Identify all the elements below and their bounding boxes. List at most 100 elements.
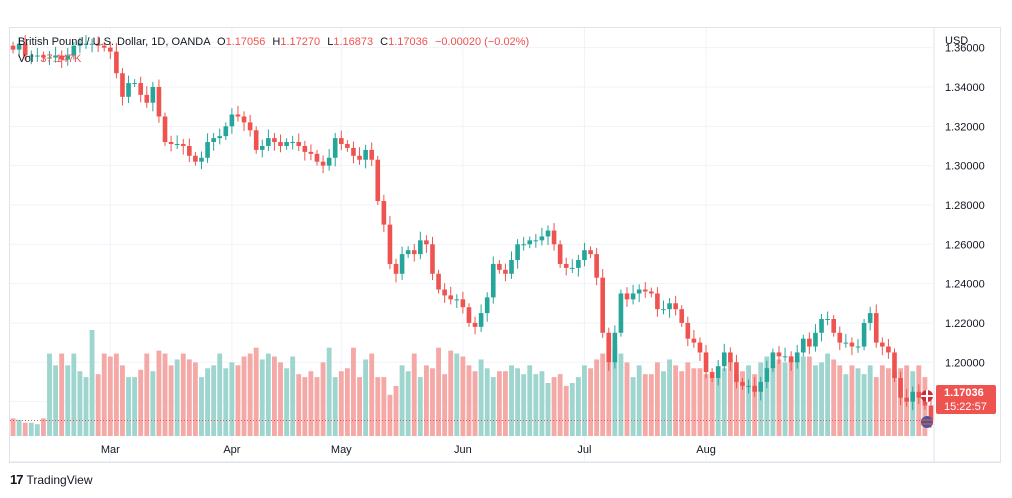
volume-bar: [229, 362, 235, 436]
volume-bar: [199, 377, 204, 436]
volume-bar: [162, 353, 168, 436]
candle-body: [916, 391, 922, 398]
candle-body: [673, 303, 678, 310]
candle-body: [308, 151, 314, 154]
y-tick-label: 1.20000: [945, 357, 985, 369]
candle-body: [667, 303, 672, 310]
candle-body: [527, 240, 533, 245]
volume-bar: [855, 368, 861, 436]
candle-body: [630, 293, 636, 300]
candle-body: [752, 385, 757, 392]
candle-body: [636, 289, 642, 294]
volume-bar: [885, 368, 891, 436]
volume-bar: [454, 353, 460, 436]
candle-body: [497, 263, 502, 270]
candle-body: [892, 352, 897, 378]
bar-countdown: 15:22:57: [944, 401, 987, 413]
candle-body: [296, 142, 302, 146]
volume-bar: [34, 424, 40, 436]
candle-body: [715, 366, 721, 378]
volume-bar: [393, 385, 399, 436]
candle-body: [411, 250, 417, 255]
candle-body: [266, 138, 271, 146]
volume-bar: [442, 374, 448, 436]
candle-body: [563, 263, 569, 268]
volume-bar: [794, 359, 800, 436]
candle-body: [138, 83, 144, 95]
candle-body: [272, 138, 277, 143]
volume-label[interactable]: Vol: [18, 53, 34, 65]
open-value: 1.17056: [225, 36, 266, 48]
volume-bar: [59, 353, 65, 436]
x-tick-label: Jun: [454, 444, 472, 456]
volume-bar: [776, 359, 782, 436]
volume-bar: [588, 368, 593, 436]
volume-bar: [284, 368, 290, 436]
candle-body: [569, 267, 575, 269]
candle-body: [849, 342, 855, 347]
candle-body: [612, 332, 618, 363]
high-label: H: [272, 36, 281, 48]
candle-body: [551, 230, 557, 245]
footer-branding[interactable]: 17 TradingView: [10, 472, 93, 487]
candle-body: [150, 86, 156, 103]
candle-body: [649, 291, 654, 294]
candle-body: [259, 145, 265, 150]
candle-body: [819, 319, 824, 333]
volume-bar: [302, 377, 308, 436]
candle-body: [387, 224, 393, 264]
candle-body: [466, 307, 472, 323]
volume-bar: [618, 353, 624, 436]
volume-bar: [515, 368, 521, 436]
candle-body: [156, 86, 162, 117]
volume-bar: [569, 383, 575, 436]
y-tick-label: 1.30000: [945, 161, 985, 173]
close-label: C: [380, 36, 389, 48]
volume-bar: [107, 356, 113, 436]
candle-body: [576, 260, 581, 268]
volume-bar: [314, 377, 320, 436]
volume-bar: [411, 353, 417, 436]
volume-bar: [533, 374, 539, 436]
volume-bar: [861, 374, 867, 436]
close-value: 1.17036: [388, 36, 428, 48]
candle-body: [345, 144, 350, 148]
candle-body: [332, 138, 338, 158]
candle-body: [521, 244, 526, 246]
volume-bar: [430, 368, 435, 436]
last-price-tag: 1.17036 15:22:57: [936, 385, 996, 414]
volume-bar: [484, 368, 490, 436]
symbol-name[interactable]: British Pound / U.S. Dollar, 1D, OANDA: [18, 36, 210, 48]
volume-bar: [806, 356, 812, 436]
volume-bar: [186, 359, 192, 436]
candle-body: [393, 263, 399, 274]
volume-bar: [496, 371, 502, 436]
candle-body: [326, 157, 332, 166]
candle-body: [904, 397, 909, 402]
currency-label[interactable]: USD: [945, 35, 969, 47]
candle-body: [867, 313, 873, 323]
volume-bar: [594, 359, 600, 436]
candle-body: [284, 142, 289, 146]
candle-body: [16, 43, 22, 50]
volume-bar: [10, 418, 16, 436]
candle-body: [490, 263, 496, 298]
candle-body: [873, 313, 879, 343]
candle-body: [697, 342, 703, 353]
candle-body: [77, 43, 83, 46]
volume-bar: [606, 338, 612, 436]
y-tick-label: 1.24000: [945, 279, 985, 291]
volume-bar: [344, 368, 350, 436]
candle-body: [278, 142, 283, 146]
candle-body: [205, 142, 210, 158]
volume-bar: [788, 359, 794, 436]
candle-body: [107, 47, 113, 52]
volume-bar: [819, 362, 824, 436]
candle-body: [600, 277, 606, 333]
volume-bar: [539, 371, 545, 436]
candle-body: [782, 356, 788, 358]
candle-body: [703, 352, 709, 373]
volume-bar: [265, 353, 271, 436]
volume-bar: [423, 365, 429, 436]
